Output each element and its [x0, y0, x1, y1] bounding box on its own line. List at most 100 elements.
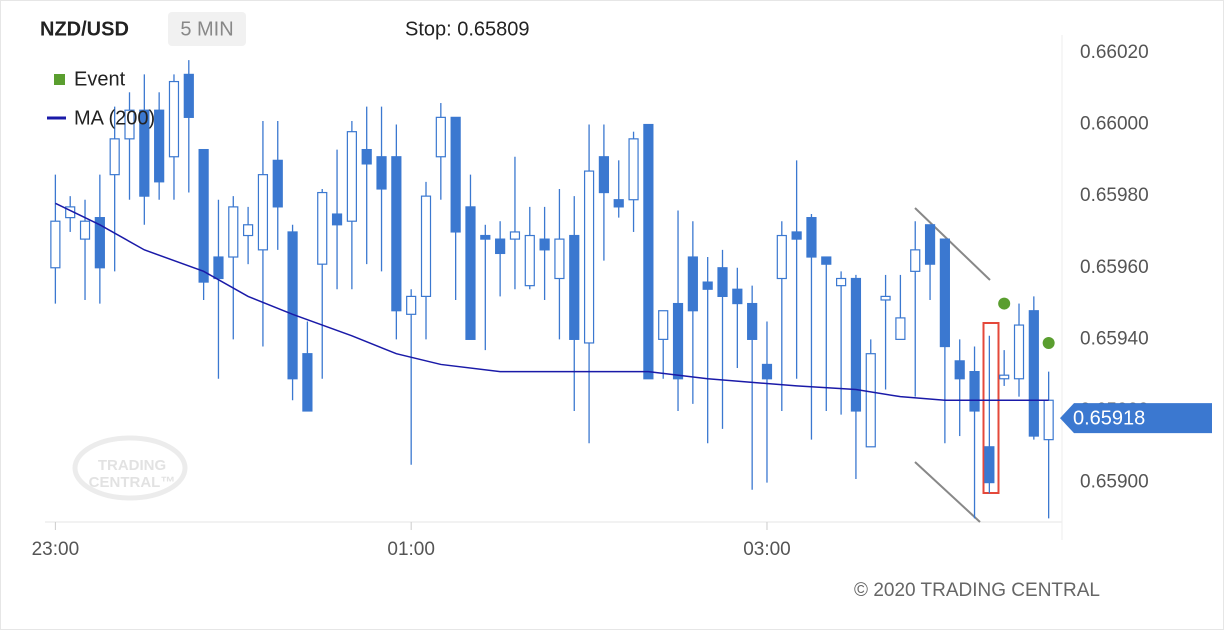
- candle-body: [287, 231, 298, 380]
- candle-body: [361, 148, 372, 165]
- candle-body: [213, 256, 224, 280]
- candle-body: [465, 206, 476, 340]
- candle-body: [346, 131, 357, 222]
- y-tick-label: 0.65940: [1080, 328, 1149, 349]
- candle-body: [732, 288, 743, 305]
- candle-body: [139, 109, 150, 197]
- watermark-text: TRADING: [98, 457, 166, 474]
- legend-label[interactable]: Event: [74, 68, 126, 90]
- candle-body: [435, 116, 446, 158]
- candle-body: [198, 148, 209, 283]
- candle-body: [94, 217, 105, 269]
- x-tick-label: 01:00: [387, 539, 435, 560]
- candle-body: [509, 231, 521, 240]
- candle-body: [910, 249, 921, 272]
- candle-body: [391, 156, 402, 312]
- candle-body: [954, 360, 965, 380]
- candle-body: [79, 220, 91, 240]
- candle-body: [1043, 399, 1054, 441]
- candle-body: [524, 234, 535, 287]
- candle-body: [569, 234, 580, 340]
- candle-body: [376, 156, 387, 190]
- highlight-box: [982, 322, 1000, 494]
- watermark-text: CENTRAL™: [89, 474, 176, 491]
- candle-body: [257, 174, 269, 251]
- candle-body: [480, 234, 491, 240]
- y-tick-label: 0.65980: [1080, 185, 1149, 206]
- candle-body: [495, 238, 506, 255]
- candle-body: [702, 281, 713, 290]
- candle-body: [776, 234, 787, 280]
- candle-body: [672, 302, 684, 380]
- y-tick-label: 0.66000: [1080, 114, 1149, 135]
- timeframe-box[interactable]: [168, 12, 246, 46]
- pattern-line: [914, 207, 991, 281]
- candle-body: [761, 363, 773, 380]
- candle-body: [406, 295, 417, 315]
- y-tick-label: 0.65960: [1080, 257, 1149, 278]
- candle-body: [717, 267, 728, 298]
- candle-body: [109, 138, 120, 176]
- y-tick-label: 0.65900: [1080, 472, 1149, 493]
- candle-body: [658, 310, 669, 340]
- candle-body: [836, 277, 847, 287]
- candle-body: [791, 231, 802, 240]
- stop-level: Stop: 0.65809: [405, 18, 530, 40]
- x-tick-label: 23:00: [32, 539, 80, 560]
- candle-body: [687, 256, 698, 312]
- candle-body: [924, 224, 936, 265]
- legend-swatch: [54, 74, 65, 85]
- ma-line: [55, 202, 1049, 401]
- symbol: NZD/USD: [40, 18, 129, 40]
- timeframe[interactable]: 5 MIN: [180, 18, 233, 40]
- candle-body: [895, 317, 906, 340]
- candle-body: [183, 73, 194, 118]
- candle-body: [554, 238, 565, 280]
- candle-body: [865, 353, 876, 448]
- candle-body: [747, 302, 758, 340]
- candle-body: [154, 109, 165, 183]
- last-price-label: 0.65918: [1073, 407, 1145, 429]
- copyright: © 2020 TRADING CENTRAL: [854, 580, 1100, 601]
- candle-body: [583, 170, 595, 344]
- x-tick-label: 03:00: [743, 539, 791, 560]
- candle-body: [984, 446, 995, 484]
- pattern-line: [914, 461, 981, 523]
- candle-body: [969, 371, 980, 412]
- candle-body: [821, 256, 832, 265]
- candle-body: [613, 199, 624, 208]
- candle-body: [50, 220, 61, 269]
- event-marker: [1042, 336, 1055, 349]
- candle-body: [1028, 310, 1039, 437]
- last-price-tag: [1060, 403, 1212, 434]
- candle-body: [643, 123, 654, 380]
- candle-body: [124, 109, 135, 140]
- candle-body: [539, 238, 550, 251]
- candle-body: [999, 374, 1010, 380]
- watermark-ring: [72, 435, 188, 501]
- legend-label[interactable]: MA (200): [74, 107, 155, 129]
- candle-body: [272, 159, 283, 208]
- candle-body: [939, 238, 950, 348]
- event-marker: [998, 297, 1011, 310]
- legend: Event MA (200): [47, 68, 155, 129]
- plot: [50, 60, 1055, 519]
- candle-body: [806, 217, 817, 258]
- candle-body: [850, 277, 862, 412]
- candle-body: [628, 138, 639, 201]
- candle-body: [420, 195, 432, 298]
- candle-body: [317, 191, 328, 265]
- candle-body: [228, 206, 239, 258]
- candle-body: [168, 80, 180, 158]
- candle-body: [331, 213, 343, 226]
- candle-body: [1013, 324, 1025, 380]
- candle-body: [302, 353, 313, 412]
- candle-body: [243, 224, 254, 237]
- y-tick-label: 0.66020: [1080, 42, 1149, 63]
- candle-body: [880, 295, 891, 301]
- watermark: TRADING CENTRAL™: [72, 435, 188, 501]
- candle-body: [450, 116, 461, 233]
- candle-body: [598, 156, 610, 194]
